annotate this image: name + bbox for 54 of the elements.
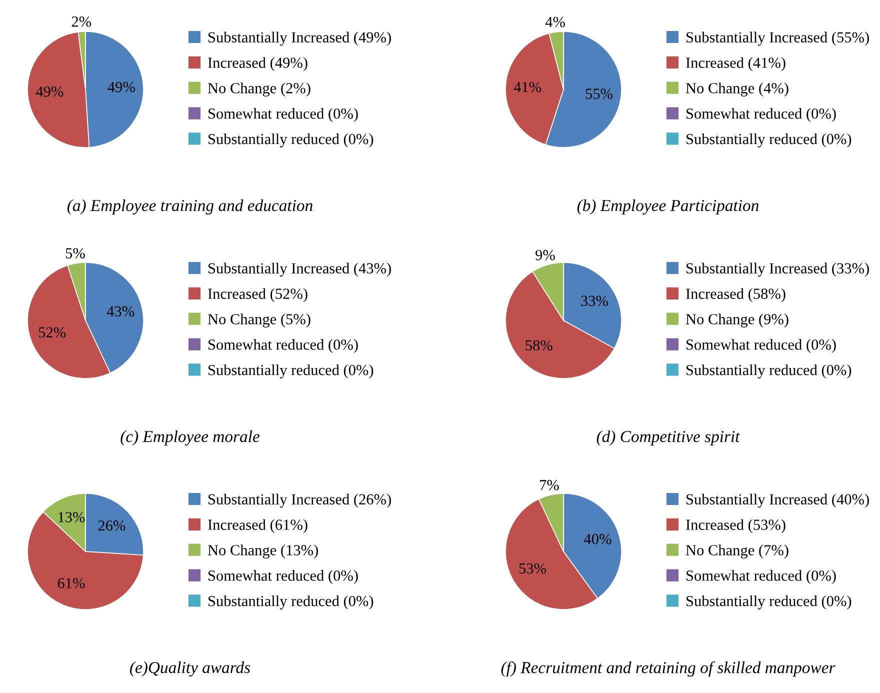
legend-label: Somewhat reduced (0%) xyxy=(686,570,836,584)
legend-label: No Change (13%) xyxy=(208,544,318,558)
legend-label: Somewhat reduced (0%) xyxy=(208,108,358,122)
legend-label: Increased (41%) xyxy=(686,57,786,72)
legend-label: No Change (4%) xyxy=(686,82,788,96)
legend-label: Somewhat reduced (0%) xyxy=(686,108,836,122)
data-label: 4% xyxy=(545,16,565,28)
legend-label: Increased (52%) xyxy=(208,288,308,302)
text: (c) Employee morale xyxy=(120,430,260,446)
data-label: 26% xyxy=(98,520,126,531)
legend-label: No Change (5%) xyxy=(208,314,310,328)
data-label: 49% xyxy=(108,82,135,92)
legend-label: No Change (7%) xyxy=(686,544,788,558)
data-label: 61% xyxy=(58,578,85,588)
legend-label: Substantially reduced (0%) xyxy=(686,133,852,148)
legend-label: Substantially Increased (40%) xyxy=(686,494,869,508)
legend-label: No Change (9%) xyxy=(686,314,788,328)
data-label: 58% xyxy=(526,340,552,351)
data-label: 41% xyxy=(514,82,542,92)
legend-label: Increased (58%) xyxy=(686,288,786,302)
legend-label: Increased (49%) xyxy=(208,57,308,72)
text: (b) Employee Participation xyxy=(577,199,758,215)
data-label: 43% xyxy=(106,306,134,317)
legend-label: Substantially Increased (49%) xyxy=(208,32,391,46)
data-label: 40% xyxy=(584,534,612,544)
legend-label: Substantially reduced (0%) xyxy=(686,595,852,610)
legend-label: Substantially reduced (0%) xyxy=(686,364,852,378)
data-label: 55% xyxy=(586,88,612,99)
text: (f) Recruitment and retaining of skilled manpower xyxy=(501,661,836,677)
legend-label: Somewhat reduced (0%) xyxy=(208,570,358,584)
legend-label: Substantially reduced (0%) xyxy=(208,133,374,148)
data-label: 13% xyxy=(58,512,85,522)
legend-label: Substantially Increased (43%) xyxy=(208,262,391,277)
legend-label: Substantially reduced (0%) xyxy=(208,595,374,610)
data-label: 7% xyxy=(540,480,559,490)
legend-label: Increased (61%) xyxy=(208,519,308,534)
legend-label: No Change (2%) xyxy=(208,82,310,96)
legend-label: Substantially Increased (55%) xyxy=(686,32,869,46)
text: (a) Employee training and education xyxy=(67,199,312,215)
data-label: 2% xyxy=(72,16,92,27)
text: (e)Quality awards xyxy=(130,661,250,677)
legend-label: Increased (53%) xyxy=(686,519,786,534)
text: (d) Competitive spirit xyxy=(596,430,740,446)
data-label: 49% xyxy=(36,86,64,97)
legend-label: Substantially Increased (33%) xyxy=(686,262,869,277)
legend-label: Substantially Increased (26%) xyxy=(208,494,391,508)
data-label: 5% xyxy=(66,248,85,258)
data-label: 53% xyxy=(519,563,546,574)
data-label: 9% xyxy=(536,250,555,260)
data-label: 33% xyxy=(581,296,608,306)
data-label: 52% xyxy=(38,327,66,338)
legend-label: Substantially reduced (0%) xyxy=(208,364,374,378)
legend-label: Somewhat reduced (0%) xyxy=(686,339,836,353)
legend-label: Somewhat reduced (0%) xyxy=(208,339,358,353)
